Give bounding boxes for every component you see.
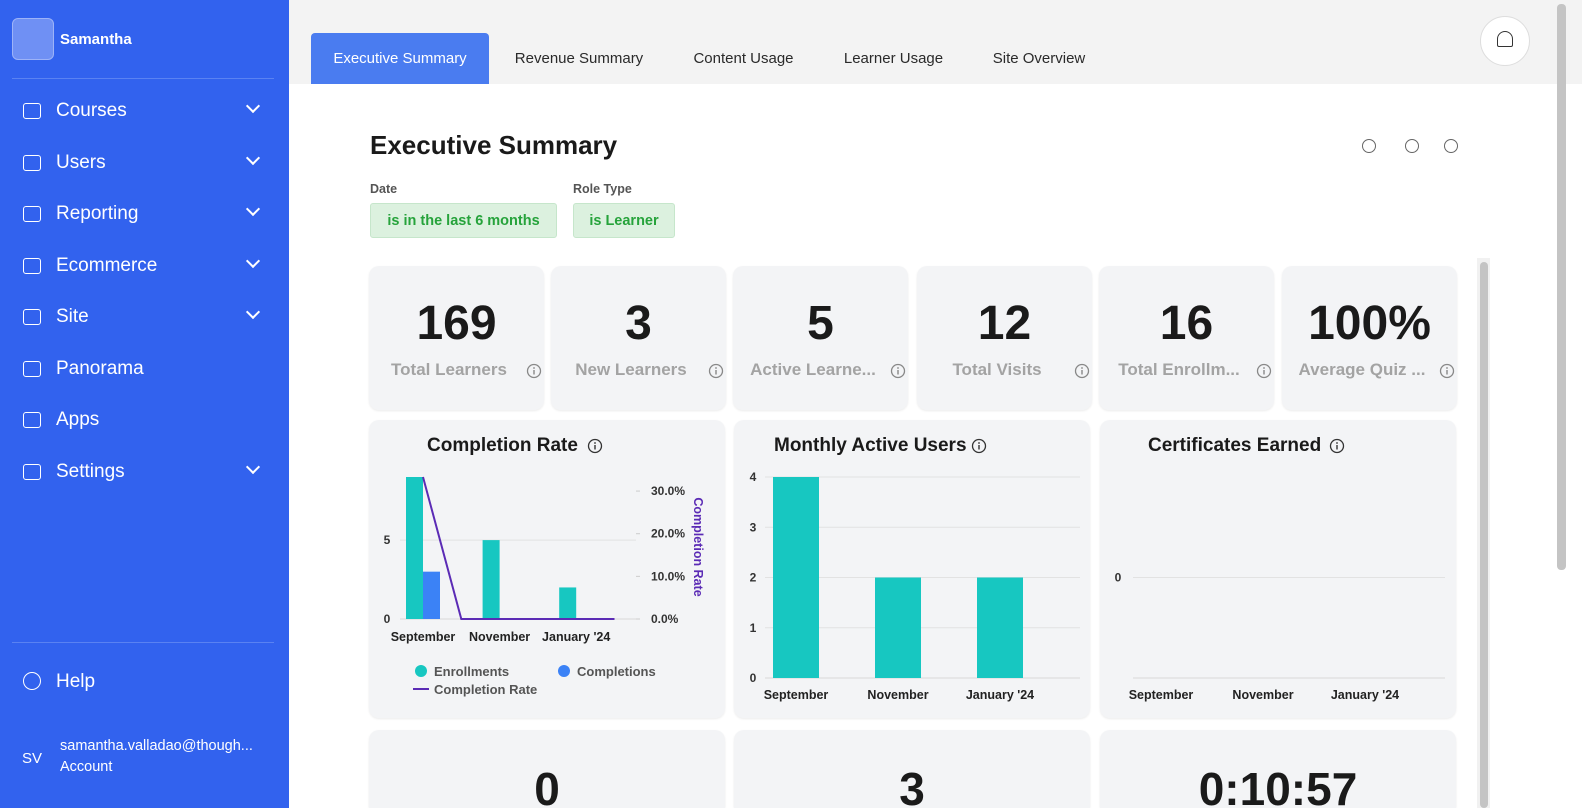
kpi-card: 16 Total Enrollm... bbox=[1099, 266, 1274, 410]
tab[interactable]: Learner Usage bbox=[843, 50, 944, 67]
toolbar-icon[interactable] bbox=[1362, 139, 1376, 153]
filter-label: Role Type bbox=[573, 182, 632, 196]
nav-item[interactable]: Site bbox=[0, 295, 289, 339]
nav-label: Courses bbox=[56, 100, 127, 121]
nav-icon bbox=[23, 154, 41, 171]
chevron bbox=[245, 253, 261, 268]
chevron bbox=[245, 98, 261, 114]
help-label: Help bbox=[56, 671, 96, 692]
kpi-value: 3 bbox=[899, 763, 925, 808]
kpi-label: Total Visits bbox=[952, 360, 1042, 379]
kpi-card: 169 Total Learners bbox=[369, 266, 544, 410]
toolbar-icon[interactable] bbox=[1444, 139, 1458, 153]
kpi-label: Total Enrollm... bbox=[1118, 360, 1240, 379]
kpi-value: 12 bbox=[977, 297, 1032, 350]
kpi-label: New Learners bbox=[575, 360, 687, 379]
account-initials: SV bbox=[22, 750, 43, 767]
kpi-label: Average Quiz ... bbox=[1298, 360, 1426, 379]
filter-chip[interactable]: is Learner bbox=[573, 203, 675, 238]
nav-item[interactable]: Settings bbox=[0, 450, 289, 494]
kpi-card: 0:10:57 bbox=[1100, 730, 1456, 808]
page-scroll-thumb[interactable] bbox=[1557, 4, 1566, 570]
nav-icon bbox=[23, 463, 41, 480]
kpi-card: 0 bbox=[369, 730, 725, 808]
nav-icon bbox=[23, 360, 41, 377]
tab[interactable]: Site Overview bbox=[992, 50, 1086, 67]
kpi-value: 3 bbox=[625, 297, 652, 350]
help-item[interactable]: Help bbox=[0, 662, 289, 702]
divider bbox=[12, 78, 274, 79]
chevron bbox=[245, 304, 261, 320]
filter-label: Date bbox=[370, 182, 398, 196]
chart-card bbox=[1100, 420, 1456, 718]
kpi-card: 5 Active Learne... bbox=[733, 266, 908, 410]
nav-label: Panorama bbox=[56, 357, 144, 379]
kpi-card: 12 Total Visits bbox=[917, 266, 1092, 410]
kpi-card: 100% Average Quiz ... bbox=[1282, 266, 1457, 410]
nav-label: Reporting bbox=[56, 203, 139, 224]
nav-icon bbox=[23, 309, 41, 325]
divider bbox=[12, 642, 274, 643]
help-icon bbox=[23, 672, 41, 690]
nav-label: Ecommerce bbox=[56, 254, 158, 276]
brand-name: Samantha bbox=[60, 31, 132, 48]
kpi-card: 3 New Learners bbox=[551, 266, 726, 410]
nav-icon bbox=[23, 206, 41, 222]
kpi-card: 3 bbox=[734, 730, 1090, 808]
nav-label: Apps bbox=[56, 409, 100, 430]
kpi-value: 5 bbox=[807, 297, 834, 350]
sidebar: Samantha Courses Users Reporting Ecommerce Si… bbox=[0, 0, 289, 808]
chart-card bbox=[369, 420, 725, 718]
chevron bbox=[245, 201, 261, 217]
chevron bbox=[245, 150, 261, 165]
nav-label: Settings bbox=[56, 460, 125, 482]
chevron bbox=[245, 459, 261, 474]
nav-item[interactable]: Panorama bbox=[0, 347, 289, 391]
nav-label: Users bbox=[56, 151, 106, 173]
chart-card bbox=[734, 420, 1090, 718]
tab[interactable]: Revenue Summary bbox=[514, 50, 644, 67]
nav-icon bbox=[23, 257, 41, 274]
kpi-label: Active Learne... bbox=[750, 360, 876, 379]
account-label: Account bbox=[60, 759, 113, 775]
nav-icon bbox=[23, 412, 41, 428]
filter-chip[interactable]: is in the last 6 months bbox=[370, 203, 557, 238]
nav-item[interactable]: Users bbox=[0, 141, 289, 185]
nav-icon bbox=[23, 103, 41, 119]
nav-item[interactable]: Apps bbox=[0, 398, 289, 442]
nav-item[interactable]: Reporting bbox=[0, 192, 289, 236]
nav-label: Site bbox=[56, 306, 89, 327]
tab[interactable]: Executive Summary bbox=[311, 33, 489, 84]
kpi-value: 100% bbox=[1308, 297, 1431, 350]
kpi-value: 0 bbox=[534, 763, 560, 808]
page-title: Executive Summary bbox=[370, 130, 618, 160]
account-email: samantha.valladao@though... bbox=[60, 738, 253, 754]
scroll-thumb[interactable] bbox=[1480, 262, 1488, 808]
kpi-value: 169 bbox=[416, 297, 497, 350]
kpi-label: Total Learners bbox=[391, 360, 507, 379]
tab[interactable]: Content Usage bbox=[693, 50, 794, 67]
nav-item[interactable]: Courses bbox=[0, 89, 289, 133]
brand-logo bbox=[12, 18, 54, 60]
nav-item[interactable]: Ecommerce bbox=[0, 244, 289, 288]
kpi-value: 0:10:57 bbox=[1198, 763, 1358, 808]
kpi-value: 16 bbox=[1159, 297, 1214, 350]
bell-icon bbox=[1497, 31, 1513, 47]
notification-button[interactable] bbox=[1480, 16, 1530, 66]
toolbar-icon[interactable] bbox=[1405, 139, 1419, 153]
